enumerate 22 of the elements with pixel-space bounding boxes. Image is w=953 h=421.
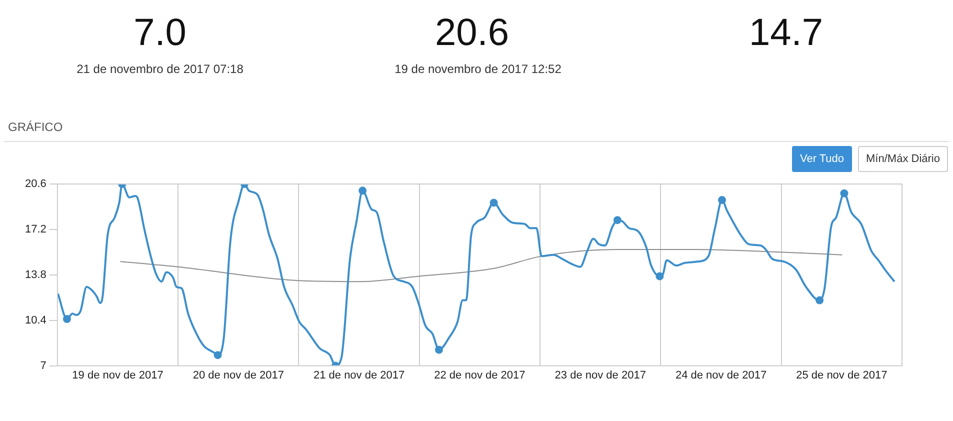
x-tick-label: 21 de nov de 2017 [313,369,405,382]
line-series [120,249,843,282]
y-tick-label: 17.2 [24,223,46,236]
x-tick-label: 25 de nov de 2017 [796,369,888,382]
x-tick-label: 22 de nov de 2017 [434,369,526,382]
y-tick-label: 13.8 [24,268,46,281]
x-tick-label: 24 de nov de 2017 [675,369,767,382]
text: 7.0 [134,12,186,55]
chart-title: GRÁFICO [8,120,63,134]
y-tick-label: 20.6 [24,178,46,190]
text: 19 de novembro de 2017 12:52 [394,62,562,76]
text: 20.6 [435,12,509,55]
x-tick-label: 19 de nov de 2017 [72,369,164,382]
x-tick-label: 23 de nov de 2017 [554,369,646,382]
x-tick-label: 20 de nov de 2017 [192,369,284,382]
text: Mín/Máx Diário [858,146,948,172]
text: Ver Tudo [792,146,852,172]
line-series [57,184,896,366]
y-tick-label: 10.4 [24,314,46,326]
y-tick-label: 7 [40,360,46,372]
text: 14.7 [749,12,823,55]
text: 21 de novembro de 2017 07:18 [76,62,244,76]
